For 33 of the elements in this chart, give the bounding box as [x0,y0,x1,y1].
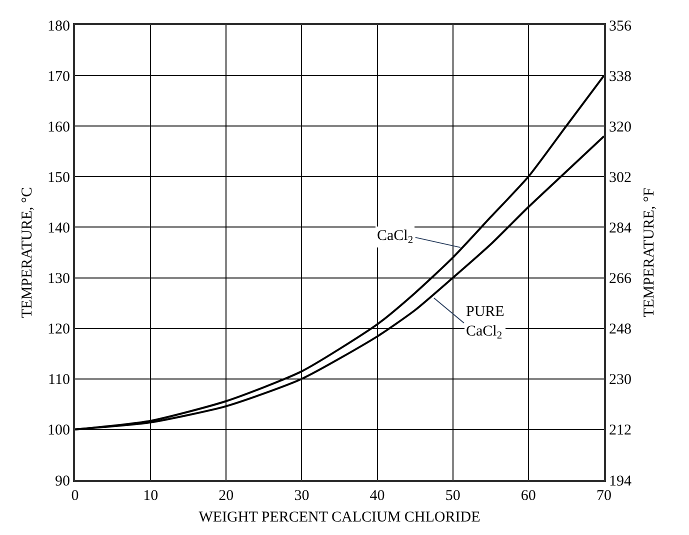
annotation: CaCl$_{2}$ [377,228,414,246]
y-tick-label: 140 [48,220,70,236]
x-tick-label: 20 [218,488,234,504]
x-tick-label: 50 [445,488,460,504]
y-tick-label: 120 [48,322,70,338]
y-tick-label: 160 [48,119,70,136]
y2-tick-label: 338 [609,68,632,85]
y2-tick-label: 194 [609,473,632,490]
y-tick-label: 180 [48,18,70,34]
y-tick-label: 110 [48,372,70,388]
y2-tick-label: 320 [609,119,632,136]
y2-tick-label: 284 [609,220,632,236]
y2-tick-label: 302 [609,170,632,186]
x-tick-label: 10 [143,488,158,504]
y-tick-label: 90 [55,473,70,490]
y-tick-label: 150 [48,170,70,186]
x-tick-label: 70 [596,488,612,504]
x-axis-title: WEIGHT PERCENT CALCIUM CHLORIDE [198,510,480,526]
x-tick-label: 40 [370,488,385,504]
y2-tick-label: 356 [609,18,632,34]
y2-tick-label: 212 [609,422,632,439]
y2-tick-label: 230 [609,372,632,388]
y2-tick-label: 248 [609,322,632,338]
y-tick-label: 170 [48,68,70,85]
y-tick-label: 130 [48,271,70,288]
x-tick-label: 30 [294,488,310,504]
x-tick-label: 60 [520,488,536,504]
y-axis-title: TEMPERATURE, °C [19,186,36,318]
y2-axis-title: TEMPERATURE, °F [642,188,658,318]
annotation: PURE CaCl$_{2}$ [466,304,504,342]
y-tick-label: 100 [48,422,70,439]
x-tick-label: 0 [71,488,79,504]
y2-tick-label: 266 [609,271,632,288]
